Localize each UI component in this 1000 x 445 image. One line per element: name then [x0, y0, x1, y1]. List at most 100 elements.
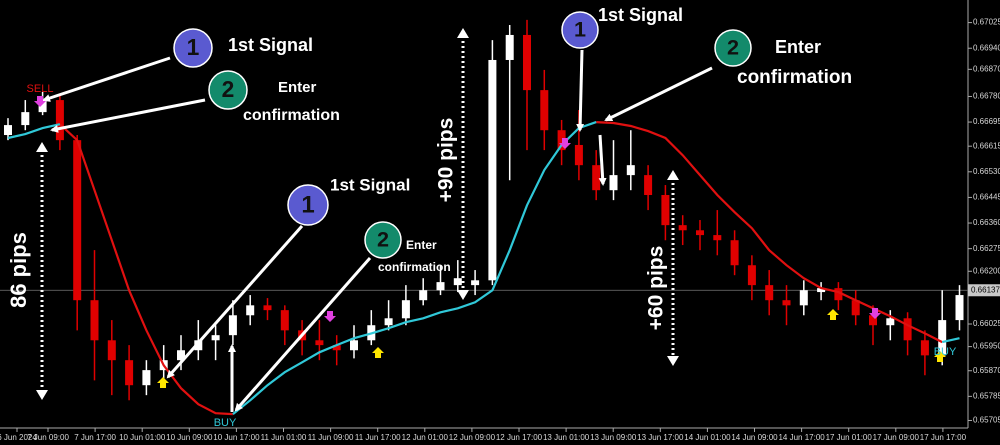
candle-body — [280, 310, 289, 331]
x-tick-label: 6 Jun 2024 — [0, 433, 37, 442]
candle-body — [401, 300, 410, 319]
candle-body — [384, 318, 393, 326]
step-circle — [173, 28, 213, 68]
y-tick-label: 0.66615 — [973, 141, 1000, 150]
y-tick-label: 0.66940 — [973, 43, 1000, 52]
candle-body — [523, 34, 531, 91]
x-tick-label: 12 Jun 17:00 — [496, 433, 543, 442]
candle-body — [194, 340, 203, 351]
candle-body — [38, 100, 47, 113]
candle-body — [869, 315, 877, 326]
annotation-text: confirmation — [243, 107, 340, 124]
last-price-box — [968, 284, 1000, 297]
candle-body — [505, 34, 514, 60]
candle-body — [125, 360, 134, 386]
candle-body — [730, 240, 739, 266]
candle-body — [471, 280, 480, 286]
candle-body — [938, 320, 947, 356]
step-circle — [364, 221, 402, 259]
candle-body — [557, 130, 566, 151]
step-circle — [287, 184, 329, 226]
y-tick-label: 0.66695 — [973, 117, 1000, 126]
annotation-text: 1st Signal — [228, 35, 313, 55]
candle-body — [350, 340, 358, 351]
pip-label: +60 pips — [645, 246, 668, 331]
candle-body — [540, 90, 549, 131]
candle-body — [609, 175, 618, 191]
x-tick-label: 10 Jun 17:00 — [213, 433, 260, 442]
candle-body — [488, 59, 497, 281]
y-tick-label: 0.65950 — [973, 342, 1000, 351]
x-tick-label: 12 Jun 09:00 — [449, 433, 496, 442]
step-number: 2 — [377, 227, 389, 252]
candle-body — [678, 225, 687, 231]
x-tick-label: 13 Jun 17:00 — [637, 433, 684, 442]
candle-body — [246, 305, 255, 316]
step-circle — [561, 11, 599, 49]
signal-label: BUY — [214, 417, 237, 429]
candle-body — [851, 300, 860, 316]
candle-body — [955, 295, 964, 321]
candle-body — [228, 315, 237, 336]
candle-body — [834, 288, 843, 301]
step-number: 2 — [727, 35, 739, 60]
y-tick-label: 0.66275 — [973, 244, 1000, 253]
x-tick-label: 7 Jun 09:00 — [27, 433, 69, 442]
y-tick-label: 0.65785 — [973, 391, 1000, 400]
x-tick-label: 13 Jun 01:00 — [543, 433, 590, 442]
pip-label: 86 pips — [6, 232, 31, 308]
y-tick-label: 0.65870 — [973, 366, 1000, 375]
annotation-text: Enter — [775, 37, 821, 57]
annotations: SELL BUY BUY 1 1st Signal 2 Enter confirmation 1… — [6, 5, 957, 429]
annotation-text: Enter — [406, 238, 437, 252]
y-tick-label: 0.66360 — [973, 218, 1000, 227]
candle-body — [747, 265, 756, 286]
y-tick-label: 0.66870 — [973, 64, 1000, 73]
candle-body — [799, 290, 808, 306]
candle-body — [436, 282, 445, 291]
y-tick-label: 0.65705 — [973, 416, 1000, 425]
y-tick-label: 0.66530 — [973, 167, 1000, 176]
x-tick-label: 13 Jun 09:00 — [590, 433, 637, 442]
x-tick-label: 10 Jun 09:00 — [166, 433, 213, 442]
candle-body — [211, 335, 220, 341]
candle-body — [661, 195, 670, 226]
arrows — [42, 49, 713, 412]
candle-body — [177, 350, 185, 361]
candle-body — [453, 278, 462, 286]
x-tick-label: 17 Jun 01:00 — [826, 433, 873, 442]
x-tick-label: 17 Jun 09:00 — [873, 433, 920, 442]
signal-label: SELL — [27, 83, 54, 95]
candle-body — [332, 345, 341, 351]
range-heads — [36, 28, 679, 400]
y-tick-label: 0.66445 — [973, 193, 1000, 202]
candle-body — [626, 165, 635, 176]
step-circle — [714, 29, 752, 67]
candle-body — [263, 305, 272, 311]
y-tick-label: 0.66200 — [973, 266, 1000, 275]
candle-body — [73, 140, 82, 301]
annotation-text: 1st Signal — [330, 175, 410, 194]
candle-body — [920, 340, 929, 356]
x-tick-label: 12 Jun 01:00 — [402, 433, 449, 442]
candle-body — [574, 144, 583, 166]
y-tick-label: 0.66780 — [973, 92, 1000, 101]
pip-ranges — [40, 36, 675, 392]
x-tick-label: 14 Jun 01:00 — [684, 433, 731, 442]
x-tick-label: 11 Jun 09:00 — [308, 433, 354, 442]
y-tick-label: 0.67025 — [973, 18, 1000, 27]
annotation-text: confirmation — [378, 260, 451, 274]
candle-body — [107, 340, 116, 361]
x-tick-label: 10 Jun 01:00 — [119, 433, 166, 442]
step-number: 1 — [574, 17, 586, 42]
candle-body — [21, 112, 30, 126]
candle-body — [644, 175, 653, 196]
annotation-text: 1st Signal — [598, 5, 683, 25]
x-tick-label: 11 Jun 17:00 — [355, 433, 401, 442]
signal-arrows — [34, 96, 946, 388]
x-tick-label: 11 Jun 01:00 — [261, 433, 307, 442]
step-number: 2 — [222, 76, 235, 102]
candle-body — [315, 340, 324, 346]
step-number: 1 — [301, 191, 314, 218]
